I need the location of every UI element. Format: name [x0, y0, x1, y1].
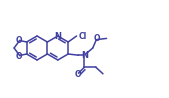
- Text: O: O: [74, 70, 81, 79]
- Text: Cl: Cl: [79, 31, 87, 40]
- Text: N: N: [81, 51, 88, 60]
- Text: O: O: [93, 34, 100, 43]
- Text: N: N: [54, 31, 61, 40]
- Text: O: O: [15, 35, 22, 44]
- Text: O: O: [15, 52, 22, 60]
